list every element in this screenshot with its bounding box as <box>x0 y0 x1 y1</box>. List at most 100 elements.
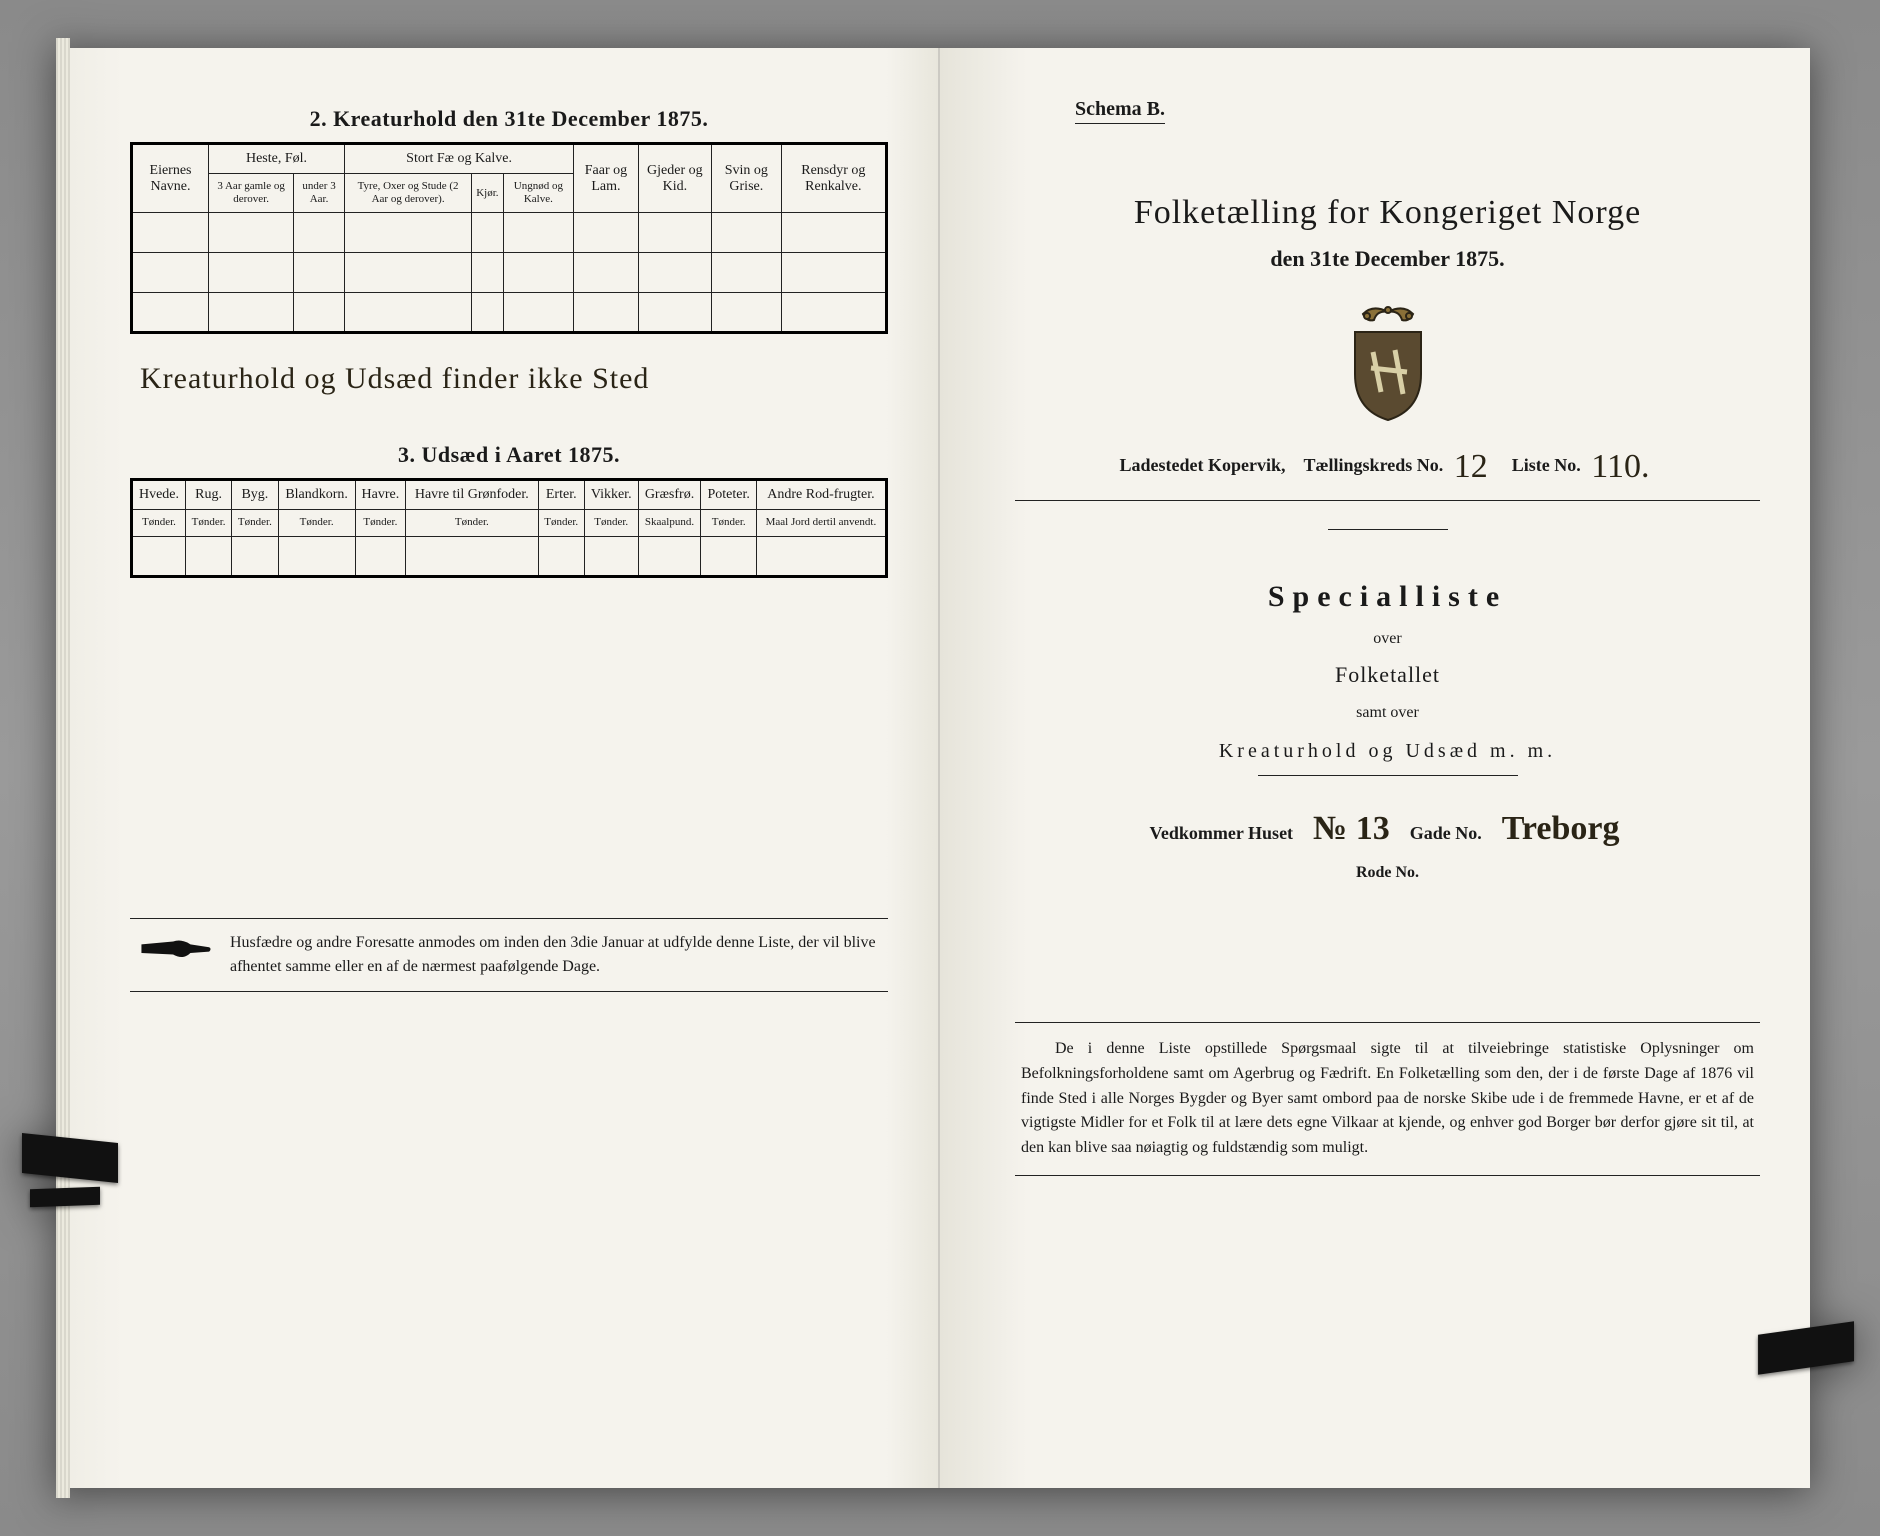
table-cell <box>344 253 471 293</box>
table-header: Poteter. <box>701 480 756 510</box>
table-subheader: Tønder. <box>406 510 539 536</box>
rule <box>1015 500 1760 501</box>
table-subheader: Tønder. <box>278 510 355 536</box>
archive-clip <box>22 1133 118 1183</box>
table-sub-header: 3 Aar gamle og derover. <box>209 174 294 213</box>
table-subheader: Tønder. <box>355 510 405 536</box>
table-cell <box>472 253 503 293</box>
table-cell <box>132 536 186 576</box>
table-cell <box>503 213 574 253</box>
table-cell <box>574 293 639 333</box>
kreaturhold-table: Eiernes Navne.Heste, Føl.Stort Fæ og Kal… <box>130 142 888 334</box>
table-cell <box>344 213 471 253</box>
table-group-header: Eiernes Navne. <box>132 144 209 213</box>
rule-mid <box>1258 775 1518 776</box>
table-sub-header: Kjør. <box>472 174 503 213</box>
table-group-header: Gjeder og Kid. <box>638 144 711 213</box>
table-subheader: Maal Jord dertil anvendt. <box>756 510 886 536</box>
table-header: Havre. <box>355 480 405 510</box>
specialliste-title: Specialliste <box>1015 580 1760 614</box>
table-cell <box>209 293 294 333</box>
table-cell <box>638 293 711 333</box>
table-cell <box>574 213 639 253</box>
page-stack-edge <box>56 38 70 1498</box>
manicule-icon <box>140 931 212 965</box>
census-subtitle: den 31te December 1875. <box>1015 246 1760 272</box>
coat-of-arms-icon <box>1015 302 1760 422</box>
table-header-row: Hvede.Rug.Byg.Blandkorn.Havre.Havre til … <box>132 480 887 510</box>
table-row <box>132 536 887 576</box>
table-sub-header: Ungnød og Kalve. <box>503 174 574 213</box>
table-cell <box>781 213 886 253</box>
liste-value: 110. <box>1585 448 1655 486</box>
gade-label: Gade No. <box>1410 823 1482 844</box>
scanner-background: 2. Kreaturhold den 31te December 1875. E… <box>0 0 1880 1536</box>
district-line: Ladestedet Kopervik, Tællingskreds No. 1… <box>1015 448 1760 486</box>
table-cell <box>472 213 503 253</box>
table-header: Havre til Grønfoder. <box>406 480 539 510</box>
table-head: Eiernes Navne.Heste, Føl.Stort Fæ og Kal… <box>132 144 887 213</box>
table-cell <box>294 253 345 293</box>
table-cell <box>132 213 209 253</box>
vedkommer-label: Vedkommer Huset <box>1150 823 1294 844</box>
table-group-header: Rensdyr og Renkalve. <box>781 144 886 213</box>
kreaturhold-label: Kreaturhold og Udsæd m. m. <box>1015 740 1760 763</box>
table-cell <box>294 213 345 253</box>
table-body <box>132 536 887 576</box>
table-cell <box>756 536 886 576</box>
street-name: Treborg <box>1496 810 1626 848</box>
table-cell <box>584 536 638 576</box>
table-header: Byg. <box>232 480 278 510</box>
table-cell <box>278 536 355 576</box>
table-cell <box>294 293 345 333</box>
table-header: Blandkorn. <box>278 480 355 510</box>
samt-over-label: samt over <box>1015 704 1760 722</box>
section-2-title: 2. Kreaturhold den 31te December 1875. <box>130 106 888 132</box>
table-header: Vikker. <box>584 480 638 510</box>
handwritten-note: Kreaturhold og Udsæd finder ikke Sted <box>130 334 888 424</box>
ladestedet-label: Ladestedet <box>1120 455 1204 475</box>
footnote-text: Husfædre og andre Foresatte anmodes om i… <box>230 931 878 979</box>
archive-clip <box>1758 1321 1854 1374</box>
table-row <box>132 253 887 293</box>
table-cell <box>711 253 781 293</box>
ladestedet-value: Kopervik, <box>1208 455 1286 475</box>
table-subheader: Tønder. <box>185 510 231 536</box>
table-header: Hvede. <box>132 480 186 510</box>
rode-label: Rode No. <box>1015 864 1760 882</box>
table-subheader: Tønder. <box>584 510 638 536</box>
table-subheader: Tønder. <box>132 510 186 536</box>
table-cell <box>209 213 294 253</box>
table-head: Hvede.Rug.Byg.Blandkorn.Havre.Havre til … <box>132 480 887 536</box>
table-cell <box>638 536 701 576</box>
table-group-header: Faar og Lam. <box>574 144 639 213</box>
table-cell <box>711 213 781 253</box>
table-subheader-row: Tønder.Tønder.Tønder.Tønder.Tønder.Tønde… <box>132 510 887 536</box>
kreds-label: Tællingskreds No. <box>1304 455 1444 475</box>
table-cell <box>503 293 574 333</box>
table-cell <box>209 253 294 293</box>
table-cell <box>538 536 584 576</box>
house-line: Vedkommer Huset № 13 Gade No. Treborg <box>1015 810 1760 848</box>
table-cell <box>503 253 574 293</box>
census-title: Folketælling for Kongeriget Norge <box>1015 194 1760 232</box>
house-number: № 13 <box>1307 810 1396 848</box>
table-sub-header: Tyre, Oxer og Stude (2 Aar og derover). <box>344 174 471 213</box>
table-row <box>132 293 887 333</box>
table-header: Andre Rod-frugter. <box>756 480 886 510</box>
table-cell <box>781 293 886 333</box>
table-cell <box>638 253 711 293</box>
folketallet-label: Folketallet <box>1015 662 1760 688</box>
table-cell <box>132 293 209 333</box>
table-body <box>132 213 887 333</box>
table-subheader: Skaalpund. <box>638 510 701 536</box>
table-cell <box>344 293 471 333</box>
over-label: over <box>1015 630 1760 648</box>
table-subheader: Tønder. <box>232 510 278 536</box>
table-cell <box>132 253 209 293</box>
table-cell <box>781 253 886 293</box>
section-3-title: 3. Udsæd i Aaret 1875. <box>130 442 888 468</box>
table-header: Græsfrø. <box>638 480 701 510</box>
right-footnote: De i denne Liste opstillede Spørgsmaal s… <box>1015 1022 1760 1176</box>
table-group-row: Eiernes Navne.Heste, Føl.Stort Fæ og Kal… <box>132 144 887 174</box>
